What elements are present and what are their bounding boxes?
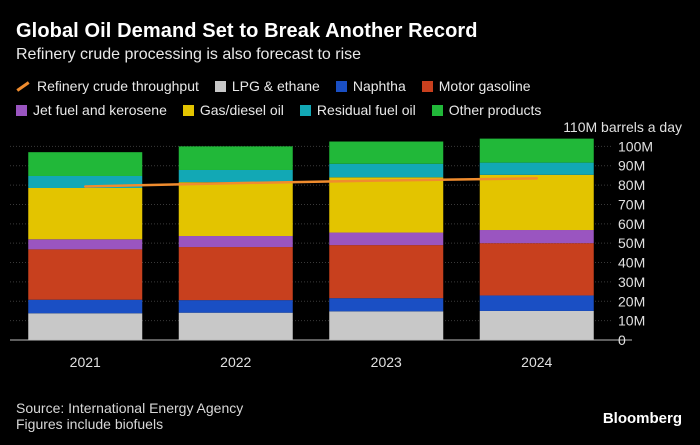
bar-segment [178, 300, 293, 313]
legend-swatch [182, 104, 194, 116]
legend-item: Jet fuel and kerosene [16, 101, 167, 119]
legend: Refinery crude throughput LPG & ethane Nap… [16, 77, 636, 119]
bar-segment [479, 310, 594, 340]
bar-segment [329, 311, 444, 340]
bloomberg-logo: Bloomberg [602, 410, 682, 427]
y-tick-label: 90M [618, 158, 645, 174]
legend-item: Naphtha [335, 77, 406, 95]
bar-segment [178, 236, 293, 248]
legend-item: Gas/diesel oil [182, 101, 284, 119]
source-note: Source: International Energy Agency [16, 400, 244, 416]
bar-segment [329, 177, 444, 233]
legend-item: Residual fuel oil [299, 101, 416, 119]
biofuels-note: Figures include biofuels [16, 416, 164, 432]
throughput-line [84, 177, 538, 188]
legend-label: Motor gasoline [438, 78, 531, 94]
x-tick-label: 2024 [521, 354, 552, 370]
y-axis-unit-label: 110M barrels a day [563, 119, 682, 135]
y-tick-label: 30M [618, 274, 645, 290]
bar-segment [329, 232, 444, 246]
bar-segment [28, 239, 143, 250]
y-tick-label: 10M [618, 313, 645, 329]
legend-swatch [16, 104, 27, 116]
bar-segment [28, 249, 143, 300]
y-tick-label: 20M [618, 293, 645, 309]
legend-label: Other products [448, 102, 542, 118]
bar-segment [479, 174, 594, 231]
bar-segment [178, 247, 293, 301]
y-tick-label: 50M [618, 235, 645, 251]
chart-subtitle: Refinery crude processing is also foreca… [16, 46, 362, 63]
legend-label: LPG & ethane [231, 78, 320, 94]
y-tick-label: 0 [618, 332, 626, 348]
bar-segment [479, 295, 594, 311]
legend-swatch [431, 104, 443, 116]
legend-label: Residual fuel oil [316, 102, 416, 118]
legend-label: Naphtha [352, 78, 406, 94]
legend-item: Refinery crude throughput [16, 77, 199, 95]
bar-segment [329, 298, 444, 312]
y-tick-label: 100M [618, 138, 653, 154]
legend-label: Jet fuel and kerosene [33, 102, 167, 118]
bar-segment [28, 313, 143, 340]
y-tick-label: 40M [618, 255, 645, 271]
legend-item: Motor gasoline [421, 77, 531, 95]
bar-segment [178, 312, 293, 340]
x-tick-label: 2023 [371, 354, 402, 370]
y-tick-label: 70M [618, 196, 645, 212]
bar-segment [28, 152, 143, 176]
y-tick-label: 80M [618, 177, 645, 193]
bar-segment [178, 146, 293, 170]
bar-segment [479, 162, 594, 175]
x-tick-label: 2021 [70, 354, 101, 370]
legend-item: Other products [431, 101, 542, 119]
footer-notes: Source: International Energy Agency Figu… [16, 400, 243, 432]
legend-swatch [421, 80, 433, 92]
bar-segment [479, 138, 594, 163]
bar-segment [28, 299, 143, 314]
bar-segment [329, 163, 444, 178]
bar-segment [178, 182, 293, 237]
bar-segment [28, 187, 143, 240]
bar-segment [329, 141, 444, 164]
x-tick-label: 2022 [220, 354, 251, 370]
legend-swatch [299, 104, 311, 116]
bar-segment [178, 169, 293, 183]
legend-swatch [335, 80, 347, 92]
bar-segment [329, 245, 444, 299]
legend-item: LPG & ethane [214, 77, 320, 95]
legend-label: Refinery crude throughput [37, 78, 199, 94]
bar-segment [479, 230, 594, 244]
legend-swatch [214, 80, 226, 92]
legend-label: Gas/diesel oil [199, 102, 284, 118]
y-tick-label: 60M [618, 216, 645, 232]
bar-segment [479, 243, 594, 296]
chart-title: Global Oil Demand Set to Break Another R… [16, 20, 478, 42]
